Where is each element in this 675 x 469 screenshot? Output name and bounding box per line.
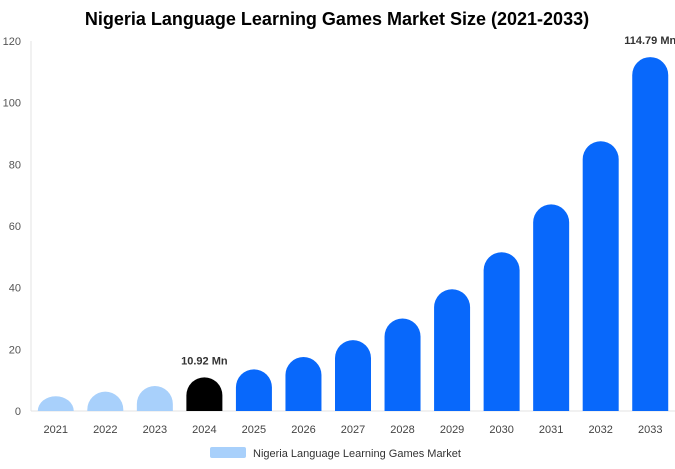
x-tick-label: 2030 — [489, 424, 513, 436]
bar-2021[interactable] — [37, 396, 74, 411]
x-tick-label: 2025 — [242, 424, 266, 436]
x-tick-label: 2033 — [638, 424, 662, 436]
data-label-2024: 10.92 Mn — [181, 355, 228, 367]
bar-2026[interactable] — [285, 357, 322, 411]
bar-2025[interactable] — [235, 369, 272, 411]
chart-title: Nigeria Language Learning Games Market S… — [85, 9, 589, 29]
x-tick-label: 2031 — [539, 424, 563, 436]
x-tick-label: 2021 — [44, 424, 68, 436]
legend[interactable]: Nigeria Language Learning Games Market — [210, 447, 461, 460]
y-tick-label: 80 — [9, 159, 21, 171]
bar-2030[interactable] — [483, 252, 520, 411]
data-labels: 10.92 Mn 114.79 Mn — [181, 35, 675, 367]
legend-label: Nigeria Language Learning Games Market — [253, 448, 461, 460]
x-tick-label: 2022 — [93, 424, 117, 436]
data-label-2033: 114.79 Mn — [624, 35, 675, 47]
y-tick-label: 20 — [9, 344, 21, 356]
bar-2029[interactable] — [434, 289, 471, 411]
y-tick-label: 100 — [3, 98, 21, 110]
x-tick-label: 2032 — [588, 424, 612, 436]
x-tick-label: 2029 — [440, 424, 464, 436]
axes: 0 20 40 60 80 100 120 2021 2022 2023 2024 2025 2026 2… — [3, 36, 675, 436]
bar-2027[interactable] — [335, 340, 371, 411]
x-tick-label: 2024 — [192, 424, 216, 436]
bar-2023[interactable] — [136, 386, 173, 411]
bar-2033[interactable] — [632, 57, 669, 412]
x-tick-label: 2028 — [390, 424, 414, 436]
y-tick-label: 120 — [3, 36, 21, 48]
bar-2022[interactable] — [87, 391, 124, 411]
y-tick-label: 40 — [9, 283, 21, 295]
y-tick-label: 0 — [15, 406, 21, 418]
legend-swatch — [210, 447, 246, 458]
x-tick-label: 2027 — [341, 424, 365, 436]
bars — [37, 57, 669, 412]
bar-2032[interactable] — [582, 141, 619, 412]
bar-2028[interactable] — [384, 318, 421, 412]
x-tick-label: 2023 — [143, 424, 167, 436]
y-tick-label: 60 — [9, 221, 21, 233]
bar-2024[interactable] — [186, 377, 223, 411]
bar-2031[interactable] — [533, 204, 570, 411]
x-tick-label: 2026 — [291, 424, 315, 436]
